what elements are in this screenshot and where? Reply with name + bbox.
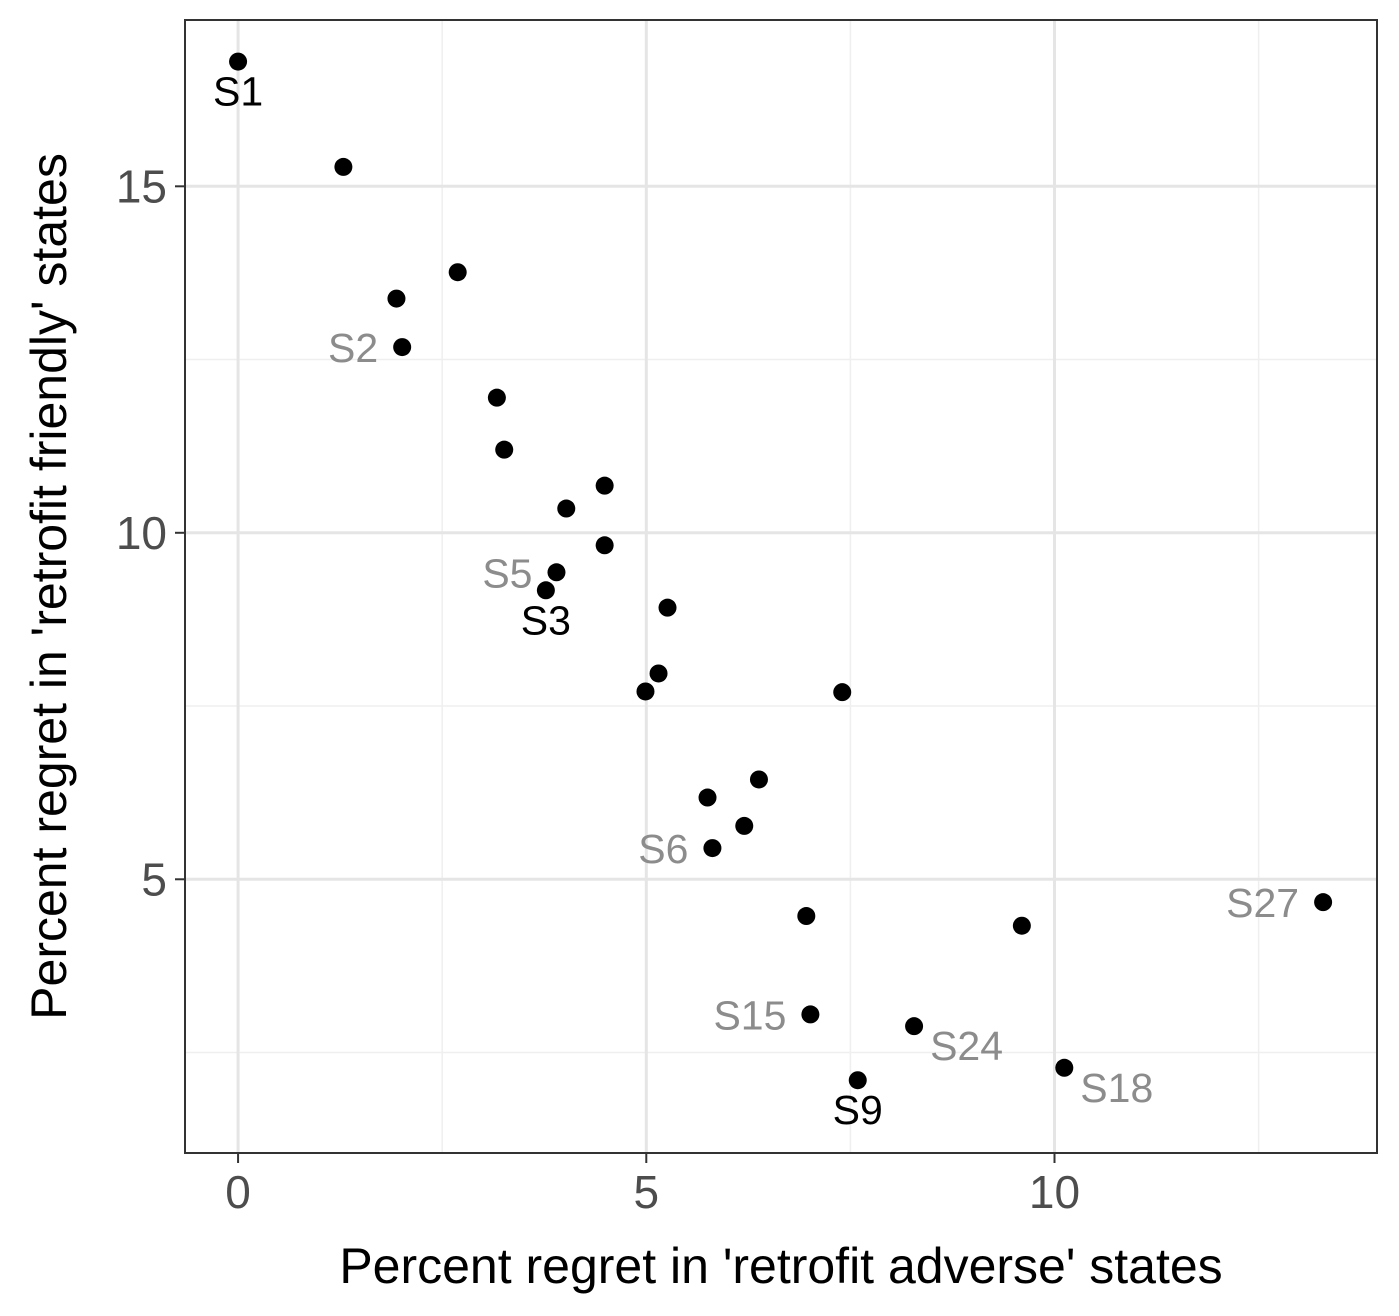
data-points (229, 52, 1333, 1090)
data-point (1055, 1058, 1074, 1077)
data-point (703, 839, 722, 858)
data-point (595, 476, 614, 495)
y-tick-label: 15 (116, 160, 167, 212)
point-label: S3 (521, 597, 571, 643)
y-axis-ticks: 5 10 15 (116, 160, 185, 905)
point-label: S15 (713, 992, 786, 1038)
data-point (833, 683, 852, 702)
x-tick-label: 0 (225, 1166, 251, 1218)
data-point (557, 499, 576, 518)
data-point (393, 338, 412, 357)
data-point (905, 1017, 924, 1036)
x-tick-label: 5 (633, 1166, 659, 1218)
point-label: S2 (328, 325, 378, 371)
data-point (1012, 916, 1031, 935)
data-point (487, 388, 506, 407)
data-point (1314, 893, 1333, 912)
data-point (848, 1071, 867, 1090)
data-point (636, 682, 655, 701)
data-point (387, 289, 406, 308)
data-point (749, 770, 768, 789)
data-point (536, 581, 555, 600)
minor-gridlines (185, 20, 1377, 1153)
y-axis-title: Percent regret in 'retrofit friendly' st… (21, 153, 77, 1020)
x-axis-title: Percent regret in 'retrofit adverse' sta… (339, 1238, 1222, 1294)
x-axis-ticks: 0 5 10 (225, 1153, 1080, 1218)
plot-panel-border (184, 19, 1378, 1154)
data-point (658, 598, 677, 617)
point-label: S27 (1226, 880, 1299, 926)
data-point (229, 52, 248, 71)
data-point (595, 536, 614, 555)
point-label: S18 (1080, 1065, 1153, 1111)
data-point (547, 563, 566, 582)
data-point (797, 907, 816, 926)
data-point (698, 788, 717, 807)
y-tick-label: 10 (116, 507, 167, 559)
point-label: S1 (213, 69, 263, 115)
data-point (448, 263, 467, 282)
data-point (735, 816, 754, 835)
data-point (649, 664, 668, 683)
major-gridlines (185, 20, 1377, 1153)
point-label: S6 (638, 826, 688, 872)
y-tick-label: 5 (141, 853, 167, 905)
point-label: S9 (833, 1087, 883, 1133)
x-tick-label: 10 (1029, 1166, 1080, 1218)
point-label: S5 (482, 550, 532, 596)
data-point (334, 157, 353, 176)
point-label: S24 (930, 1023, 1003, 1069)
data-point (801, 1005, 820, 1024)
data-point (495, 440, 514, 459)
